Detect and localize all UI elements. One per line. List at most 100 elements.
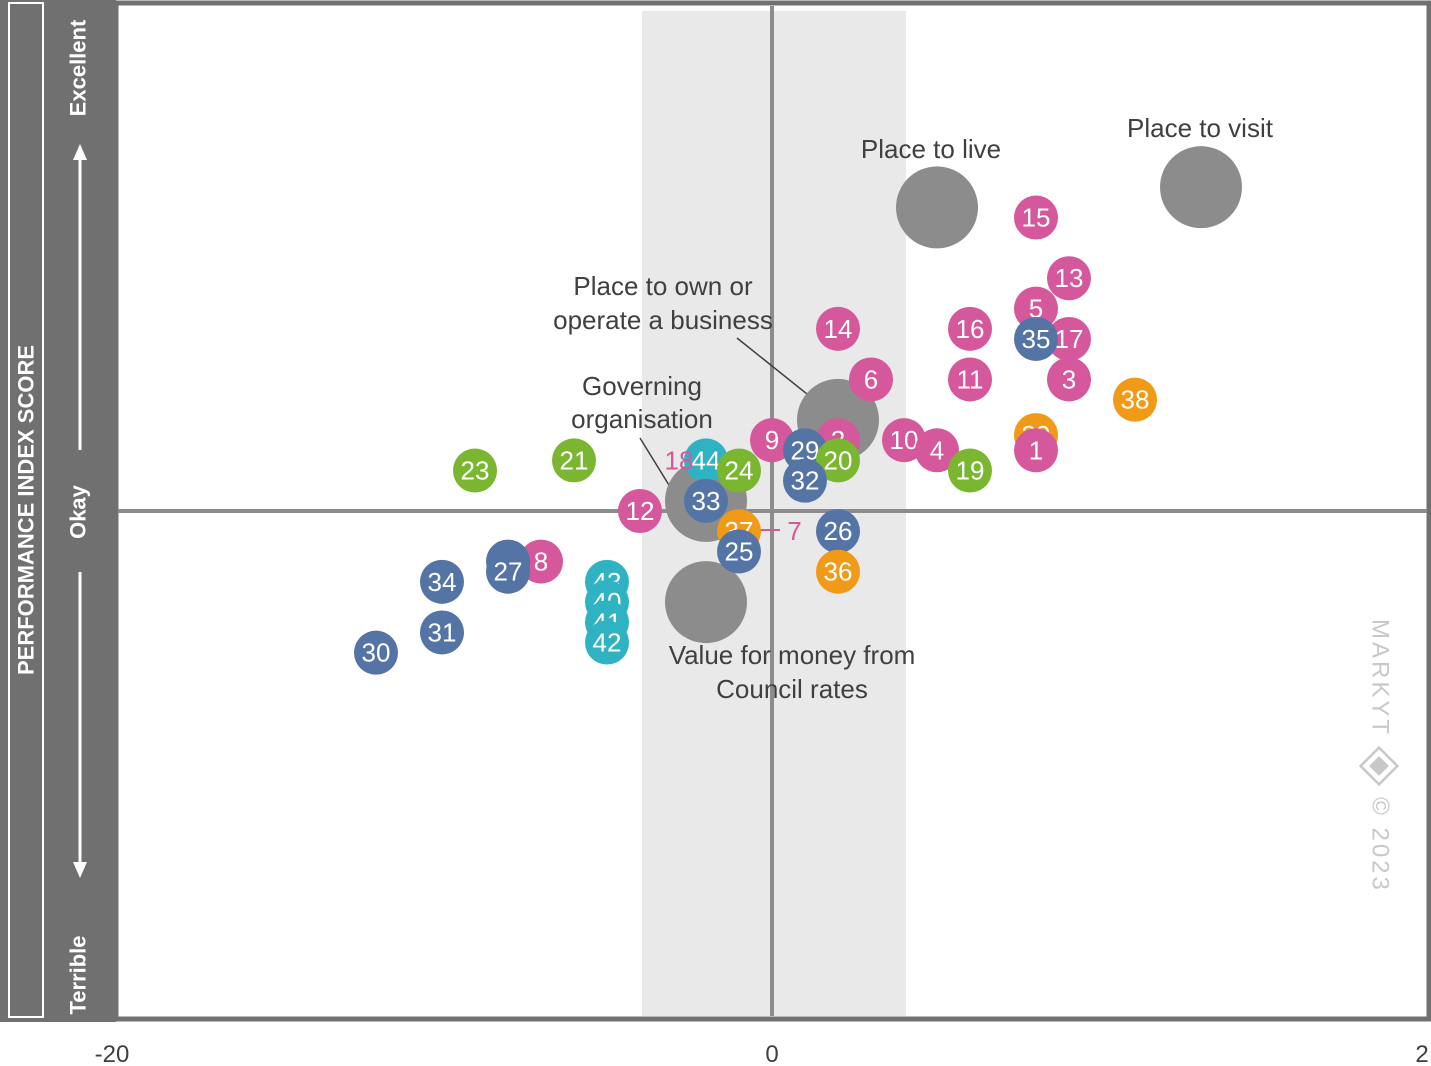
data-point: 14 — [816, 306, 860, 351]
data-point-marker — [948, 357, 992, 402]
data-point-label: 44 — [692, 445, 721, 475]
y-scale-label-middle: Okay — [66, 484, 91, 539]
data-point: 44 — [684, 438, 728, 483]
data-point-label: 21 — [560, 445, 589, 475]
data-point-label: 13 — [1055, 263, 1084, 293]
data-point: 8 — [519, 539, 563, 584]
data-point: 31 — [420, 610, 464, 655]
data-point-marker — [717, 448, 761, 493]
business-connector — [736, 337, 813, 399]
data-point-marker — [948, 306, 992, 351]
data-point: 35 — [1014, 316, 1058, 361]
data-point-label: 23 — [461, 456, 490, 486]
data-point-marker — [1047, 357, 1091, 402]
data-point: 25 — [717, 529, 761, 574]
data-point-label: 36 — [824, 557, 853, 587]
data-point: 32 — [783, 458, 827, 503]
watermark-brand: MARKYT — [1367, 619, 1394, 737]
data-point-label: 33 — [692, 486, 721, 516]
data-point-marker — [1014, 286, 1058, 331]
data-point: 38 — [1113, 377, 1157, 422]
data-point-marker — [948, 448, 992, 493]
data-point: 1 — [1014, 428, 1058, 473]
data-point-marker — [849, 357, 893, 402]
data-point-marker — [783, 428, 827, 473]
data-point: 4 — [915, 428, 959, 473]
data-point-marker — [519, 539, 563, 584]
data-point-marker — [816, 509, 860, 554]
data-point-label: 6 — [864, 364, 878, 394]
data-point-marker — [816, 306, 860, 351]
data-point: 34 — [420, 559, 464, 604]
data-point: 42 — [585, 620, 629, 665]
data-point-label: 35 — [1022, 324, 1051, 354]
y-arrow-down — [73, 572, 87, 878]
watermark: MARKYT © 2023 — [1358, 619, 1400, 893]
big-bubble — [665, 561, 747, 644]
text-only-points: 18 7 — [665, 445, 802, 546]
data-point-label: 31 — [428, 617, 457, 647]
data-point: 5 — [1014, 286, 1058, 331]
data-point-label: 8 — [534, 547, 548, 577]
y-axis-title: PERFORMANCE INDEX SCORE — [14, 345, 39, 675]
data-point-marker — [420, 610, 464, 655]
data-point-label: 14 — [824, 314, 853, 344]
data-point-marker — [552, 438, 596, 483]
data-point-label: 15 — [1022, 203, 1051, 233]
data-point-label: 24 — [725, 456, 754, 486]
data-point-marker — [717, 529, 761, 574]
data-point-marker — [684, 438, 728, 483]
data-point-marker — [882, 418, 926, 463]
data-point-marker — [1047, 316, 1091, 361]
big-bubble — [1160, 146, 1242, 229]
data-point-marker — [1113, 377, 1157, 422]
data-point-label: 17 — [1055, 324, 1084, 354]
y-arrow-up — [73, 144, 87, 450]
data-point: 10 — [882, 418, 926, 463]
data-point-label: 4 — [930, 435, 944, 465]
data-point-marker — [1014, 195, 1058, 240]
data-point-label: 32 — [791, 466, 820, 496]
data-point: 13 — [1047, 256, 1091, 301]
data-point: 27 — [486, 549, 530, 594]
label-value-for-money: Value for money from Council rates — [669, 640, 916, 704]
data-point: 12 — [618, 489, 662, 533]
data-point: 21 — [552, 438, 596, 483]
data-point-marker — [1047, 256, 1091, 301]
label-place-to-live: Place to live — [861, 134, 1001, 164]
data-point-marker — [915, 428, 959, 473]
data-point-marker — [1014, 428, 1058, 473]
data-point: 30 — [354, 630, 398, 675]
data-point-marker — [1014, 316, 1058, 361]
data-point: 9 — [750, 418, 794, 463]
data-point-label: 12 — [626, 496, 655, 526]
data-point-label: 11 — [957, 364, 984, 394]
label-governing-organisation: Governing organisation — [571, 371, 713, 434]
diamond-logo-icon — [1358, 745, 1400, 787]
data-point: 33 — [684, 478, 728, 523]
data-point-marker — [420, 559, 464, 604]
data-point-label: 5 — [1029, 294, 1043, 324]
governing-connector — [639, 437, 673, 491]
y-scale-label-bottom: Terrible — [66, 935, 91, 1014]
data-point: 36 — [816, 549, 860, 594]
data-point: 26 — [816, 509, 860, 554]
data-point-marker — [618, 489, 662, 533]
data-point: 19 — [948, 448, 992, 493]
data-point: 6 — [849, 357, 893, 402]
big-bubble — [896, 166, 978, 249]
data-point: 16 — [948, 306, 992, 351]
data-point-marker — [354, 630, 398, 675]
y-scale-label-top: Excellent — [66, 19, 91, 116]
data-point-marker — [453, 448, 497, 493]
x-tick-label: -20 — [95, 1041, 130, 1066]
data-point: 15 — [1014, 195, 1058, 240]
data-points: 1513516141735611338391104199229203244242… — [354, 195, 1157, 675]
data-point: 29 — [783, 428, 827, 473]
data-point-label: 30 — [362, 638, 391, 668]
data-point: 3 — [1047, 357, 1091, 402]
data-point-label: 16 — [956, 314, 985, 344]
x-tick-label: 0 — [765, 1041, 778, 1066]
data-point-label: 34 — [428, 567, 457, 597]
